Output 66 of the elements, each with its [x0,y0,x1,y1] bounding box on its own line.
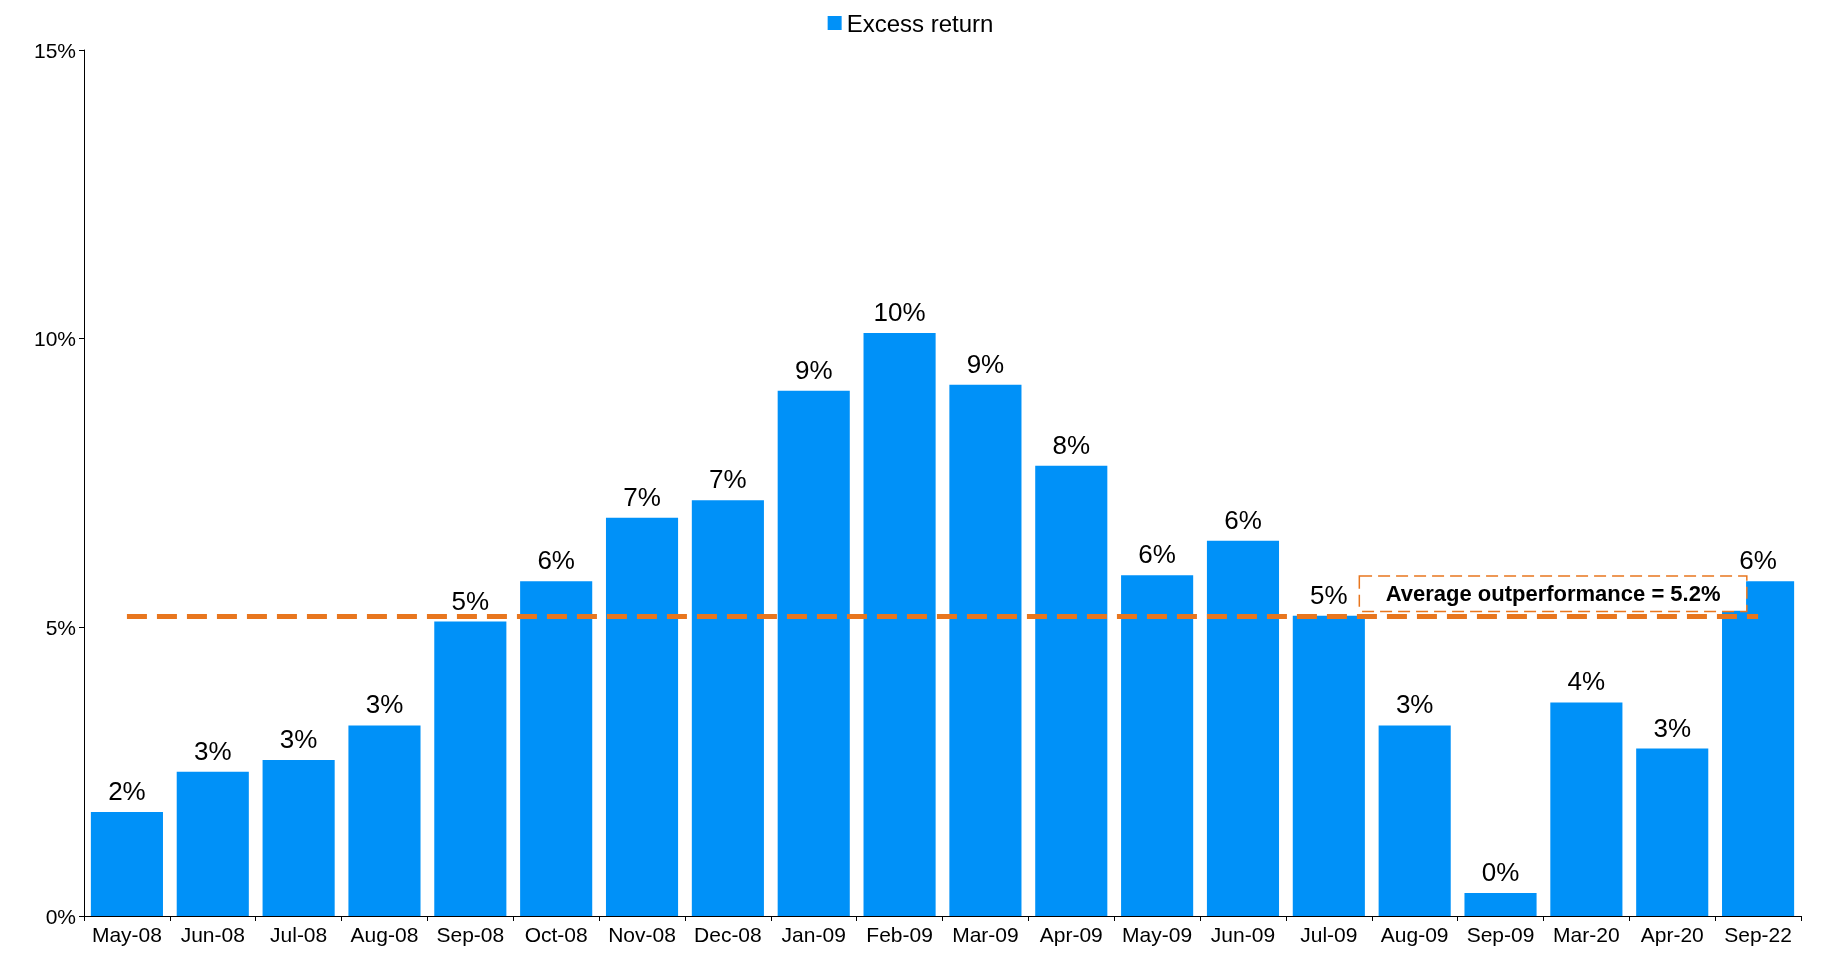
x-tick-label: Apr-09 [1039,923,1103,946]
x-tick-label: May-09 [1122,923,1193,946]
x-tick-label: Mar-20 [1553,923,1620,946]
x-tick-label: Nov-08 [608,923,676,946]
x-tick-label: Sep-09 [1466,923,1535,946]
x-tick-label: Apr-20 [1640,923,1704,946]
bar [348,725,421,916]
data-label: 6% [1224,504,1262,535]
x-tick-label: Aug-08 [350,923,419,946]
data-label: 3% [1653,712,1692,743]
data-label: 7% [623,481,661,512]
bar [434,621,507,916]
legend-label: Excess return [846,9,994,37]
data-label: 3% [279,724,318,755]
x-tick-label: Jun-09 [1210,923,1276,946]
data-label: 9% [794,354,833,385]
bar [949,384,1022,916]
x-tick-label: Jul-08 [270,923,328,946]
y-tick-label: 5% [45,615,76,639]
data-label: 6% [537,545,575,576]
data-label: 5% [1310,579,1348,610]
x-tick-label: Sep-22 [1724,923,1792,946]
bar [1550,702,1623,916]
x-tick-label: Mar-09 [952,923,1019,946]
data-label: 2% [108,776,146,807]
bar [1121,575,1194,916]
data-label: 3% [193,735,232,766]
bar [1035,465,1108,916]
x-tick-label: Jan-09 [781,923,846,946]
bar [605,517,679,916]
y-tick-label: 15% [33,38,76,62]
y-tick-label: 0% [45,904,76,928]
data-label: 7% [709,464,747,495]
bar [777,390,850,916]
data-label: 9% [966,348,1005,379]
bar [262,760,335,916]
data-label: 6% [1739,545,1777,576]
bar [1464,892,1537,916]
data-label: 10% [873,296,926,327]
data-label: 5% [451,585,490,616]
bar [1206,540,1280,916]
bar [520,581,593,916]
bar [176,771,249,916]
bar [1378,725,1451,916]
bar [691,500,764,916]
bar [1636,748,1709,916]
x-tick-label: Dec-08 [694,923,762,946]
data-label: 0% [1481,856,1520,887]
data-label: 6% [1138,539,1176,570]
x-tick-label: Jul-09 [1300,923,1358,946]
data-label: 3% [365,689,404,720]
x-tick-label: Feb-09 [866,923,933,946]
ref-line-label: Average outperformance = 5.2% [1385,581,1721,607]
x-tick-label: Jun-08 [180,923,245,946]
x-tick-label: Sep-08 [436,923,505,946]
data-label: 8% [1052,429,1091,460]
x-tick-label: Aug-09 [1380,923,1449,946]
y-tick-label: 10% [33,327,76,351]
data-label: 4% [1567,666,1606,697]
data-label: 3% [1395,689,1434,720]
x-tick-label: Oct-08 [524,923,588,946]
bar [1722,581,1795,916]
bar [90,812,163,916]
bar [1292,615,1365,916]
bar [863,332,936,916]
x-tick-label: May-08 [91,923,162,946]
